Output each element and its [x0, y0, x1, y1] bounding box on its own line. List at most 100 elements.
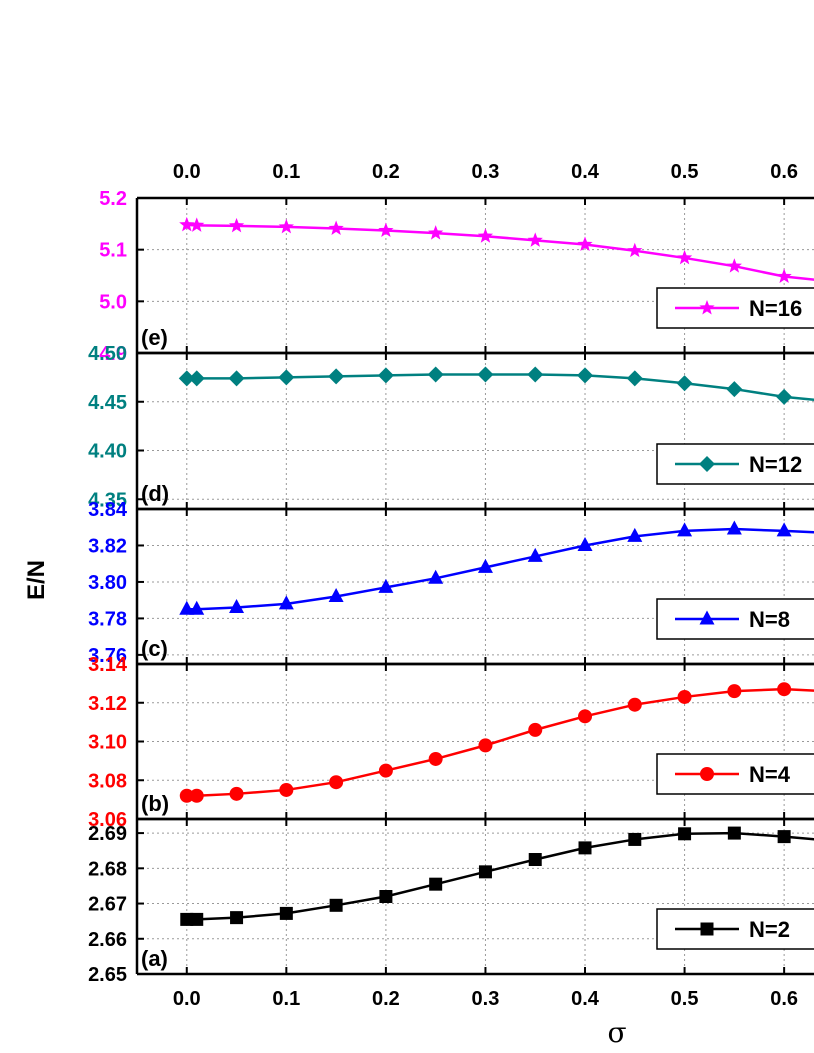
data-point	[179, 600, 195, 615]
x-tick-label-bottom: 0.6	[770, 988, 798, 1010]
y-tick-label: 3.82	[88, 535, 127, 557]
x-tick-label-bottom: 0.5	[671, 988, 699, 1010]
panel-a: 2.69 2.68 2.67 2.66 2.65 (a) N=2	[88, 817, 814, 986]
legend: N=2	[656, 908, 814, 950]
data-point	[190, 912, 204, 926]
panel-c: 3.84 3.82 3.80 3.78 3.76 (c) N=8	[88, 499, 814, 667]
y-tick-label: 4.45	[88, 392, 127, 414]
data-point	[699, 456, 715, 472]
data-point	[677, 522, 693, 537]
series-line	[186, 527, 814, 611]
panel-tag: (b)	[141, 791, 169, 816]
data-point	[727, 826, 741, 840]
legend: N=16	[656, 287, 814, 329]
data-point	[528, 853, 542, 867]
y-tick-label: 3.76	[88, 645, 127, 667]
data-point	[777, 682, 792, 697]
data-point	[229, 598, 245, 613]
data-point	[726, 520, 742, 535]
y-tick-label: 2.66	[88, 929, 127, 951]
y-tick-label: 3.08	[88, 770, 127, 792]
y-tick-label: 4.50	[88, 343, 127, 365]
data-point	[726, 381, 743, 398]
data-point	[279, 906, 293, 920]
data-point	[627, 527, 643, 542]
data-point	[626, 370, 643, 387]
legend: N=8	[656, 598, 814, 640]
data-point	[329, 898, 343, 912]
data-point	[699, 610, 715, 625]
data-point	[378, 763, 393, 778]
x-tick-label-bottom: 0.3	[472, 988, 500, 1010]
x-tick-label-top: 0.6	[770, 161, 798, 183]
chart-panels: 5.2 5.1 5.0 4.9 (e) N=16 4.50 4.45 4.40 4.35 (d) N=…	[88, 188, 814, 986]
data-point	[328, 588, 344, 603]
data-point	[578, 709, 593, 724]
series-N=12	[178, 366, 814, 405]
panel-tag: (a)	[141, 946, 168, 971]
data-point	[378, 578, 394, 593]
x-tick-label-top: 0.4	[571, 161, 600, 183]
data-point	[678, 827, 692, 841]
data-point	[328, 368, 345, 385]
series-line	[186, 223, 814, 281]
x-tick-label-bottom: 0.1	[272, 988, 300, 1010]
bottom-x-axis: 0.0 0.1 0.2 0.3 0.4 0.5 0.6	[173, 988, 798, 1010]
data-point	[627, 242, 643, 258]
data-point	[627, 697, 642, 712]
x-tick-label-top: 0.2	[372, 161, 400, 183]
data-point	[777, 830, 791, 844]
data-point	[378, 222, 394, 238]
x-axis-label: σ	[607, 1016, 626, 1049]
x-tick-label-bottom: 0.0	[173, 988, 201, 1010]
data-point	[279, 782, 294, 797]
y-tick-label: 3.80	[88, 572, 127, 594]
panel-e: 5.2 5.1 5.0 4.9 (e) N=16	[99, 188, 814, 365]
data-point	[776, 522, 792, 537]
series-line	[186, 831, 814, 921]
data-point	[477, 366, 494, 383]
legend: N=12	[656, 443, 814, 485]
data-point	[776, 388, 793, 405]
data-point	[278, 595, 294, 610]
data-point	[478, 738, 493, 753]
data-point	[477, 558, 493, 573]
legend-label: N=16	[749, 296, 802, 321]
legend-label: N=2	[749, 917, 790, 942]
data-point	[699, 300, 715, 315]
panel-tag: (c)	[141, 636, 168, 661]
data-point	[776, 268, 792, 284]
data-point	[230, 911, 244, 925]
data-point	[379, 890, 393, 903]
y-tick-label: 2.68	[88, 858, 127, 880]
data-point	[188, 370, 205, 387]
data-point	[727, 684, 742, 699]
y-tick-label: 3.12	[88, 693, 127, 715]
data-point	[278, 369, 295, 386]
x-tick-label-bottom: 0.2	[372, 988, 400, 1010]
data-point	[228, 217, 245, 233]
x-tick-label-top: 0.1	[272, 161, 300, 183]
y-tick-label: 2.67	[88, 894, 127, 916]
data-point	[677, 689, 692, 704]
data-point	[676, 375, 693, 392]
data-point	[577, 367, 594, 384]
data-point	[189, 788, 204, 803]
data-point	[428, 225, 444, 240]
data-point	[428, 751, 443, 766]
data-point	[577, 536, 593, 551]
data-point	[278, 218, 294, 234]
y-axis-label: E/N	[23, 560, 50, 600]
series-N=2	[180, 826, 814, 926]
data-point	[328, 220, 344, 235]
data-point	[726, 258, 742, 273]
panel-b: 3.14 3.12 3.10 3.08 3.06 (b) N=4	[88, 654, 814, 831]
y-tick-label: 4.9	[99, 343, 127, 365]
x-tick-label-top: 0.3	[472, 161, 500, 183]
y-tick-label: 3.06	[88, 809, 127, 831]
data-point	[700, 767, 714, 781]
legend: N=4	[656, 753, 814, 795]
data-point	[477, 228, 494, 243]
y-tick-label: 4.35	[88, 489, 127, 511]
y-tick-label: 2.65	[88, 964, 127, 986]
